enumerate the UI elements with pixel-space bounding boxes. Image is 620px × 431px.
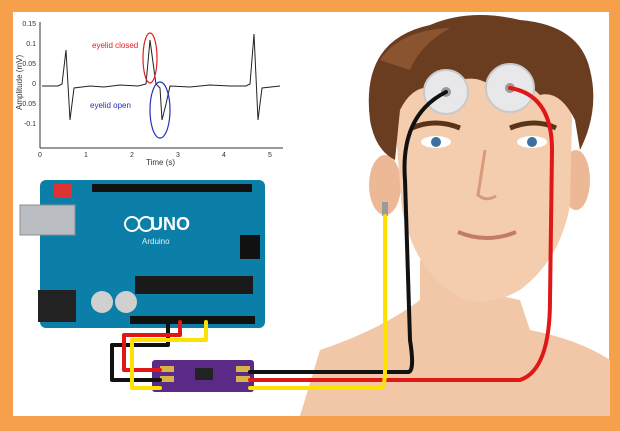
infinity-logo-right [138, 216, 154, 232]
wire-red-electrode [248, 86, 554, 382]
atmega-chip [135, 276, 253, 294]
digital-header [92, 184, 252, 192]
chart-x-ticks: 0 1 2 3 4 5 [38, 152, 272, 159]
x-tick-label: 5 [268, 152, 272, 159]
annotation-closed-circle [142, 32, 158, 84]
arduino-logo-uno: UNO [150, 214, 190, 234]
y-tick-label: 0.05 [22, 61, 36, 68]
annotation-open-circle [149, 81, 171, 139]
emg-sensor-board [152, 360, 254, 392]
annotation-open-label: eyelid open [90, 101, 131, 110]
signal-chart: Amplitude (mV) Time (s) 0.15 0.1 0.05 0 … [14, 13, 289, 178]
y-tick-label: 0 [32, 81, 36, 88]
x-tick-label: 4 [222, 152, 226, 159]
chart-y-label: Amplitude (mV) [15, 55, 24, 110]
ear-electrode [382, 202, 388, 216]
wire-yellow-electrode [248, 214, 387, 390]
left-eyebrow [411, 120, 461, 131]
x-tick-label: 3 [176, 152, 180, 159]
x-tick-label: 2 [130, 152, 134, 159]
hair-highlight [380, 28, 450, 70]
right-eyebrow [509, 120, 558, 131]
nose [476, 149, 497, 201]
chart-y-ticks: 0.15 0.1 0.05 0 -0.05 -0.1 [20, 21, 36, 128]
wire-gnd-arduino [110, 320, 170, 382]
x-tick-label: 1 [84, 152, 88, 159]
sensor-pad-3 [236, 366, 250, 372]
reset-button [54, 184, 72, 198]
sensor-pad-4 [236, 376, 250, 382]
mouth [457, 230, 517, 240]
y-tick-label: 0.1 [26, 41, 36, 48]
wires [110, 86, 554, 390]
annotation-closed-label: eyelid closed [92, 41, 138, 50]
y-tick-label: -0.1 [24, 121, 36, 128]
x-tick-label: 0 [38, 152, 42, 159]
hair [368, 15, 594, 160]
analog-header [130, 316, 255, 324]
wire-vcc-arduino [122, 320, 182, 372]
neck-shoulders [300, 260, 610, 416]
icsp-header [240, 235, 260, 259]
left-ear [369, 155, 401, 215]
wire-signal-arduino [130, 320, 208, 390]
sensor-pad-1 [160, 366, 174, 372]
arduino-logo-sub: Arduino [142, 237, 170, 246]
arduino-board: UNO Arduino [19, 180, 265, 328]
capacitor-2 [115, 291, 137, 313]
y-tick-label: 0.15 [22, 21, 36, 28]
y-tick-label: -0.05 [20, 101, 36, 108]
sensor-chip [195, 368, 213, 380]
usb-port [19, 204, 76, 236]
right-iris [527, 137, 537, 147]
sensor-pad-2 [160, 376, 174, 382]
chart-x-label: Time (s) [146, 158, 175, 167]
capacitor-1 [91, 291, 113, 313]
left-iris [431, 137, 441, 147]
wire-black-electrode [248, 90, 448, 374]
power-jack [38, 290, 76, 322]
